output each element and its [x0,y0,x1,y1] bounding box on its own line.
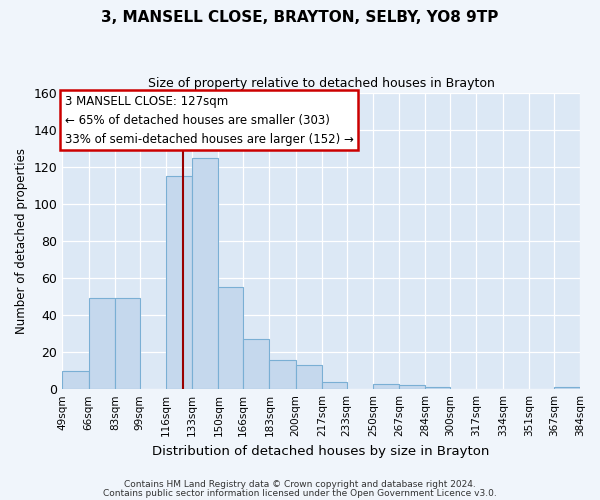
Text: 3 MANSELL CLOSE: 127sqm
← 65% of detached houses are smaller (303)
33% of semi-d: 3 MANSELL CLOSE: 127sqm ← 65% of detache… [65,94,354,146]
Text: 3, MANSELL CLOSE, BRAYTON, SELBY, YO8 9TP: 3, MANSELL CLOSE, BRAYTON, SELBY, YO8 9T… [101,10,499,25]
Bar [554,388,580,389]
Bar [218,288,243,389]
Text: Contains HM Land Registry data © Crown copyright and database right 2024.: Contains HM Land Registry data © Crown c… [124,480,476,489]
Bar [399,386,425,389]
Text: Contains public sector information licensed under the Open Government Licence v3: Contains public sector information licen… [103,488,497,498]
Bar [89,298,115,389]
Bar [115,298,140,389]
Bar [166,176,192,389]
Bar [373,384,399,389]
X-axis label: Distribution of detached houses by size in Brayton: Distribution of detached houses by size … [152,444,490,458]
Bar [269,360,296,389]
Title: Size of property relative to detached houses in Brayton: Size of property relative to detached ho… [148,78,494,90]
Bar [296,365,322,389]
Bar [322,382,347,389]
Bar [243,339,269,389]
Bar [192,158,218,389]
Y-axis label: Number of detached properties: Number of detached properties [15,148,28,334]
Bar [425,388,450,389]
Bar [62,370,89,389]
